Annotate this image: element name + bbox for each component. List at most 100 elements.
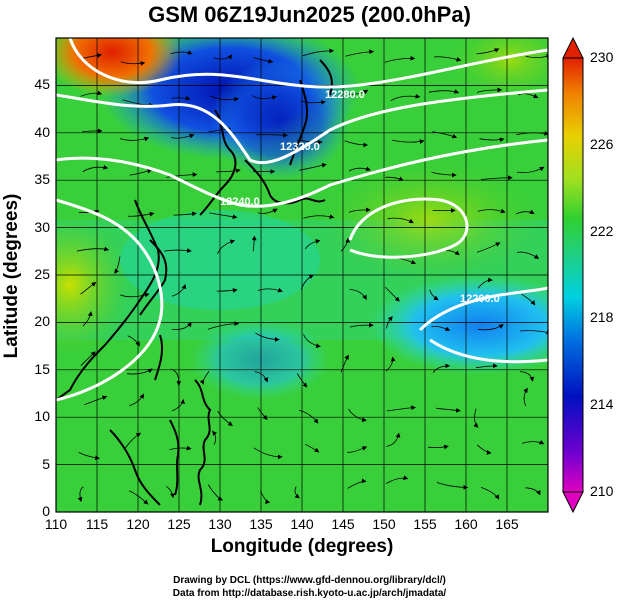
- streamline: [84, 395, 108, 406]
- streamlines: [76, 48, 548, 505]
- contour-label: 12320.0: [280, 141, 320, 153]
- streamline: [169, 445, 192, 451]
- streamline: [166, 172, 198, 178]
- x-tick-label: 165: [495, 516, 519, 532]
- x-axis-label: Longitude (degrees): [210, 536, 394, 557]
- x-tick-label: 115: [85, 516, 109, 532]
- streamline: [216, 168, 241, 174]
- streamline: [82, 164, 109, 173]
- streamline: [432, 131, 458, 139]
- streamline: [127, 211, 155, 217]
- streamline: [216, 288, 238, 293]
- streamline: [518, 93, 539, 99]
- streamline: [253, 447, 283, 460]
- streamline: [213, 54, 233, 60]
- plot-frame: [55, 37, 549, 513]
- streamline: [211, 430, 217, 445]
- x-tick-label: 135: [249, 516, 273, 532]
- colorbar-tick-label: 222: [590, 222, 614, 239]
- y-tick-label: 35: [34, 171, 50, 188]
- streamline: [477, 208, 506, 214]
- streamline: [80, 351, 96, 366]
- streamline: [302, 48, 335, 57]
- streamline: [477, 324, 504, 331]
- streamline: [385, 176, 404, 181]
- x-tick-label: 110: [44, 516, 68, 532]
- streamline: [428, 89, 460, 94]
- y-tick-label: 20: [34, 313, 50, 330]
- streamline: [171, 398, 185, 412]
- streamline: [82, 128, 103, 134]
- streamline: [348, 408, 367, 423]
- streamline: [305, 239, 321, 250]
- streamline: [340, 237, 351, 252]
- streamline: [171, 321, 192, 330]
- streamline: [436, 482, 469, 490]
- y-tick-label: 25: [34, 266, 50, 282]
- streamline: [253, 57, 274, 64]
- credit-data: Data from http://database.rish.kyoto-u.a…: [172, 588, 447, 599]
- x-tick-label: 150: [372, 516, 396, 532]
- colorbar-tick-label: 210: [590, 483, 614, 499]
- streamline: [521, 293, 536, 306]
- x-tick-label: 120: [126, 516, 150, 532]
- streamline: [298, 410, 319, 424]
- streamline: [480, 487, 500, 500]
- streamline: [164, 248, 192, 253]
- colorbar: [562, 36, 584, 514]
- streamline: [521, 439, 545, 445]
- x-tick-label: 140: [290, 516, 314, 532]
- streamline: [348, 89, 369, 95]
- streamline: [347, 478, 367, 489]
- y-tick-label: 45: [34, 76, 50, 93]
- streamline: [199, 371, 210, 385]
- streamline: [80, 90, 103, 97]
- streamline: [479, 137, 505, 143]
- streamline: [387, 217, 414, 224]
- colorbar-tick-label: 226: [590, 135, 614, 152]
- streamline: [431, 325, 451, 331]
- streamline: [254, 371, 269, 383]
- streamline: [516, 166, 545, 174]
- streamline: [207, 321, 240, 330]
- streamline: [125, 432, 142, 449]
- streamline: [477, 277, 493, 289]
- streamline: [390, 93, 421, 102]
- contour-label: 12240.0: [220, 196, 260, 208]
- streamline: [251, 95, 277, 100]
- streamline: [305, 443, 320, 453]
- streamline: [171, 283, 187, 297]
- streamline: [436, 407, 461, 413]
- contour-label: 12280.0: [325, 89, 365, 101]
- contour-labels: 12280.0 12320.0 12240.0 12200.0: [220, 89, 500, 305]
- streamline: [347, 446, 368, 453]
- streamline: [171, 133, 195, 139]
- streamline: [303, 334, 321, 348]
- streamline: [476, 48, 500, 55]
- x-tick-label: 160: [454, 516, 478, 532]
- credit-drawing: Drawing by DCL (https://www.gfd-dennou.o…: [173, 575, 446, 586]
- streamline: [525, 487, 541, 496]
- streamline: [345, 49, 374, 57]
- streamline: [386, 405, 416, 412]
- colorbar-tick-label: 218: [590, 309, 614, 326]
- streamline: [257, 208, 278, 214]
- streamline: [299, 163, 327, 171]
- x-tick-label: 130: [208, 516, 232, 532]
- streamline: [431, 171, 457, 178]
- colorbar-tick-label: 214: [590, 396, 614, 413]
- streamline: [475, 363, 498, 369]
- streamline: [127, 335, 140, 347]
- streamline: [432, 363, 451, 373]
- streamline: [80, 281, 97, 295]
- streamline: [82, 311, 93, 327]
- streamline: [348, 207, 371, 213]
- streamline: [207, 484, 223, 501]
- streamline: [428, 444, 449, 450]
- streamline: [349, 322, 374, 328]
- x-tick-label: 155: [413, 516, 437, 532]
- streamline: [257, 287, 283, 293]
- streamline: [515, 209, 535, 215]
- contour-label: 12200.0: [460, 293, 500, 305]
- streamline: [256, 132, 288, 138]
